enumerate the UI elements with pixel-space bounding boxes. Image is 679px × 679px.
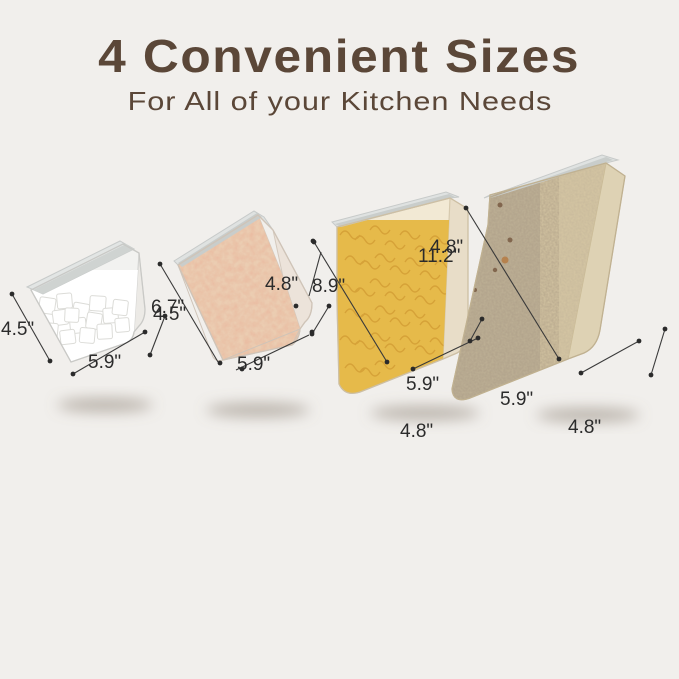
svg-text:5.9": 5.9" bbox=[237, 354, 270, 375]
svg-text:5.9": 5.9" bbox=[88, 352, 121, 373]
svg-text:8.9": 8.9" bbox=[312, 276, 345, 297]
svg-text:5.9": 5.9" bbox=[406, 374, 439, 395]
svg-text:6.7": 6.7" bbox=[151, 297, 184, 318]
svg-text:4.5": 4.5" bbox=[1, 319, 34, 340]
svg-text:5.9": 5.9" bbox=[500, 389, 533, 410]
svg-text:4.8": 4.8" bbox=[400, 421, 433, 442]
svg-text:4.8": 4.8" bbox=[568, 417, 601, 438]
svg-text:4.8": 4.8" bbox=[265, 274, 298, 295]
svg-text:11.2": 11.2" bbox=[418, 246, 460, 267]
